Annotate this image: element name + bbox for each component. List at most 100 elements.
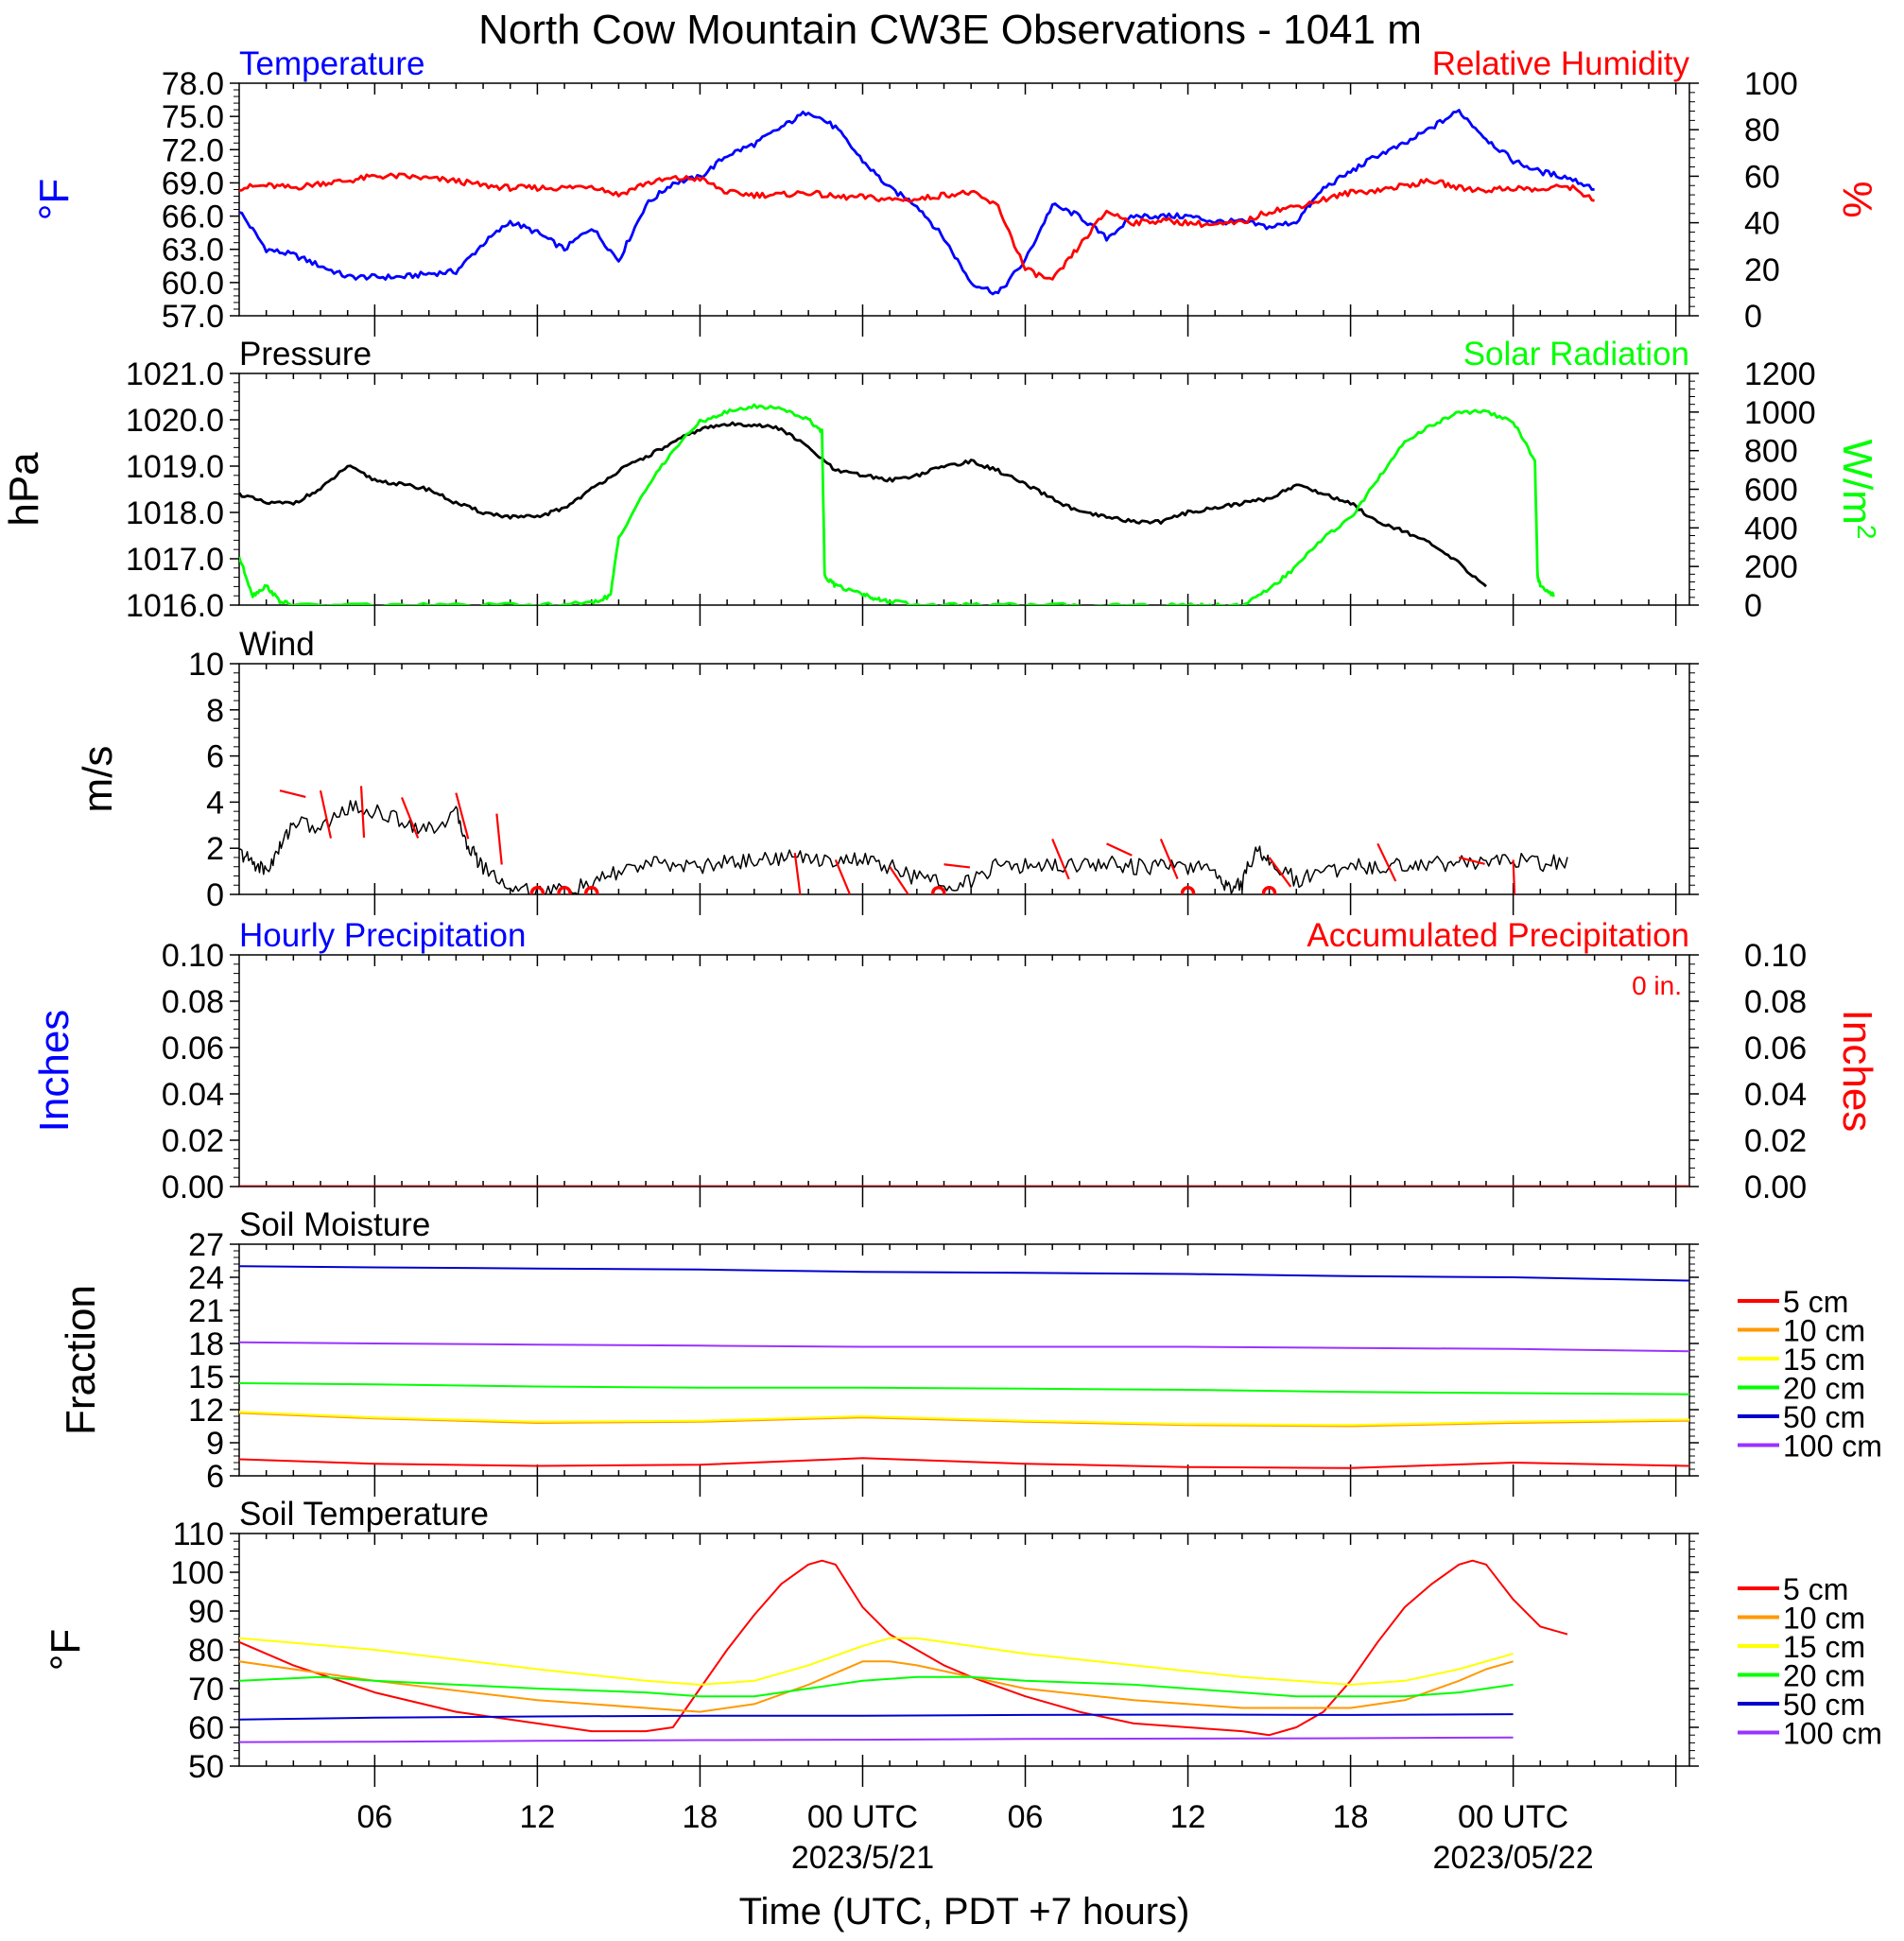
- y-tick-label-left: 1021.0: [126, 356, 224, 392]
- y-tick-label-left: 0.04: [162, 1077, 224, 1113]
- y-axis-label-right: Inches: [1834, 1010, 1880, 1133]
- figure-title: North Cow Mountain CW3E Observations - 1…: [478, 7, 1422, 53]
- precip-total-annotation: 0 in.: [1632, 971, 1682, 1000]
- y-tick-label-left: 69.0: [162, 165, 224, 201]
- y-tick-label-left: 110: [173, 1516, 224, 1552]
- series-line-50-cm: [239, 1265, 1689, 1282]
- panel-right-title: Accumulated Precipitation: [1307, 917, 1689, 954]
- wind-barb: [1051, 839, 1070, 880]
- panel-left-title: Temperature: [239, 45, 424, 82]
- panel-frame: [238, 82, 1690, 317]
- x-axis-label: Time (UTC, PDT +7 hours): [739, 1891, 1190, 1932]
- series-line-right: [239, 172, 1595, 281]
- series-line-10-cm: [239, 1412, 1689, 1428]
- panel-precip: 0.00 0.02 0.04 0.06 0.08 0.10 0.00 0.02 0.04 0.06…: [31, 917, 1880, 1207]
- y-tick-label-left: 2: [206, 831, 224, 867]
- y-axis-label-right: %: [1834, 181, 1880, 217]
- y-tick-label-left: 1016.0: [126, 588, 224, 624]
- y-tick-label-left: 0.08: [162, 984, 224, 1020]
- y-tick-label-left: 1017.0: [126, 542, 224, 578]
- y-tick-label-right: 200: [1744, 549, 1798, 585]
- y-tick-label-right: 20: [1744, 252, 1780, 288]
- panel-left-title: Pressure: [239, 336, 372, 373]
- series-line-50-cm: [239, 1713, 1514, 1721]
- y-tick-label-left: 75.0: [162, 99, 224, 135]
- x-tick-label: 18: [1333, 1799, 1369, 1835]
- y-tick-label-left: 50: [188, 1749, 224, 1785]
- y-tick-label-left: 0.06: [162, 1031, 224, 1066]
- series-line-20-cm: [239, 1675, 1514, 1698]
- series-group: [239, 1265, 1689, 1469]
- panel-temp-rh: 57.060.063.066.069.072.075.078.0 0 20 40 60 8…: [31, 45, 1880, 337]
- y-tick-label-left: 12: [188, 1393, 224, 1429]
- y-tick-label-left: 6: [206, 1459, 224, 1495]
- y-tick-label-left: 18: [188, 1326, 224, 1362]
- y-tick-label-left: 60.0: [162, 266, 224, 302]
- wind-barb: [1512, 859, 1516, 894]
- y-tick-label-right: 600: [1744, 473, 1798, 509]
- legend-label: 5 cm: [1783, 1572, 1848, 1606]
- panel-frame: [238, 1243, 1690, 1477]
- legend-label: 100 cm: [1783, 1430, 1882, 1464]
- legend-label: 10 cm: [1783, 1314, 1865, 1348]
- calm-wind-marker: [529, 886, 545, 894]
- y-tick-label-left: 1018.0: [126, 495, 224, 531]
- panel-right-title: Solar Radiation: [1463, 336, 1689, 373]
- series-line-20-cm: [239, 1382, 1689, 1395]
- legend-label: 100 cm: [1783, 1717, 1882, 1751]
- y-tick-label-right: 80: [1744, 113, 1780, 148]
- y-tick-label-left: 21: [188, 1293, 224, 1329]
- series-line-right: [239, 403, 1555, 605]
- wind-barb: [359, 786, 366, 839]
- y-axis-label-left: m/s: [75, 746, 121, 813]
- legend-label: 20 cm: [1783, 1659, 1865, 1693]
- calm-wind-marker: [1261, 886, 1277, 894]
- y-tick-label-right: 0: [1744, 588, 1762, 624]
- wind-barb: [1459, 856, 1485, 865]
- y-tick-label-right: 0.04: [1744, 1077, 1807, 1113]
- y-tick-label-right: 0.06: [1744, 1031, 1807, 1066]
- y-tick-label-left: 66.0: [162, 199, 224, 235]
- legend-label: 15 cm: [1783, 1343, 1865, 1377]
- y-tick-label-right: 800: [1744, 434, 1798, 470]
- x-tick-label: 12: [519, 1799, 555, 1835]
- wind-barb: [401, 797, 420, 839]
- y-tick-label-right: 0.02: [1744, 1123, 1807, 1159]
- legend-label: 50 cm: [1783, 1688, 1865, 1722]
- calm-wind-marker: [1180, 886, 1196, 894]
- panel-wind: 0 2 4 6 8 10 Wind m/s: [75, 626, 1699, 915]
- series-line-10-cm: [239, 1660, 1514, 1713]
- panel-pressure-solar: 1016.0 1017.0 1018.0 1019.0 1020.0 1021.0 0200…: [1, 336, 1882, 626]
- legend-label: 50 cm: [1783, 1400, 1865, 1434]
- wind-barb: [455, 792, 470, 840]
- y-tick-label-left: 78.0: [162, 66, 224, 102]
- series-line-15-cm: [239, 1411, 1689, 1427]
- series-group: [239, 403, 1555, 605]
- series-line-15-cm: [239, 1637, 1514, 1686]
- y-tick-label-left: 72.0: [162, 132, 224, 168]
- y-tick-label-left: 0: [206, 877, 224, 913]
- wind-barb: [1106, 842, 1133, 857]
- y-tick-label-left: 90: [188, 1594, 224, 1630]
- y-tick-label-right: 60: [1744, 159, 1780, 195]
- y-axis-label-left: °F: [43, 1629, 89, 1671]
- panel-left-title: Wind: [239, 626, 315, 663]
- y-tick-label-left: 8: [206, 693, 224, 729]
- y-tick-label-left: 57.0: [162, 299, 224, 335]
- y-tick-label-left: 1019.0: [126, 449, 224, 485]
- y-tick-label-right: 0.08: [1744, 984, 1807, 1020]
- y-tick-label-left: 80: [188, 1633, 224, 1669]
- y-tick-label-right: 1200: [1744, 356, 1816, 392]
- y-tick-label-right: 0.10: [1744, 938, 1807, 974]
- series-line-left: [239, 421, 1487, 588]
- x-tick-label: 06: [1008, 1799, 1044, 1835]
- series-line-100-cm: [239, 1736, 1514, 1743]
- series-group: [239, 786, 1568, 894]
- series-line-100-cm: [239, 1341, 1689, 1353]
- y-axis-label-superscript: 2: [1853, 525, 1882, 540]
- legend-label: 5 cm: [1783, 1285, 1848, 1319]
- y-tick-label-left: 0.10: [162, 938, 224, 974]
- y-tick-label-left: 0.00: [162, 1170, 224, 1205]
- wind-barb: [793, 852, 802, 894]
